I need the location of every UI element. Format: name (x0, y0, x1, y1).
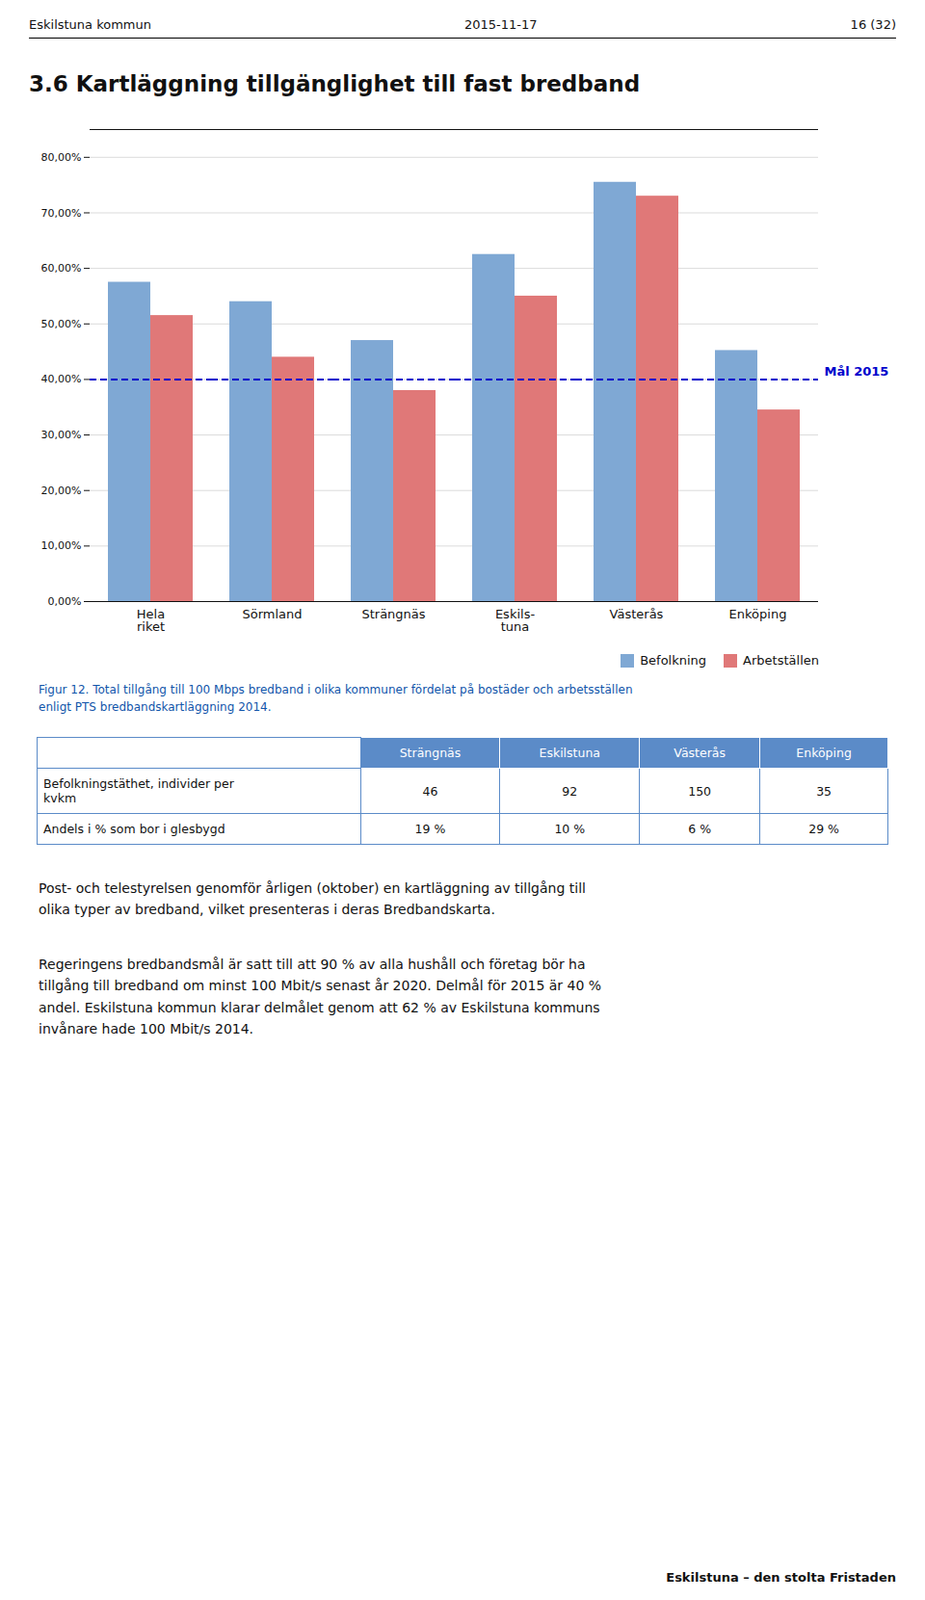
svg-text:0,00%: 0,00% (48, 595, 82, 608)
html-text:16 (32): 16 (32) (850, 17, 897, 32)
svg-text:Eskils-tuna: Eskils-tuna (495, 607, 536, 635)
html-text:6 %: 6 % (688, 821, 712, 837)
svg-text:Mål 2015: Mål 2015 (824, 364, 890, 379)
svg-text:10,00%: 10,00% (41, 539, 82, 553)
html-text:Enköping: Enköping (796, 745, 852, 761)
svg-text:Västerås: Västerås (609, 607, 664, 622)
svg-text:30,00%: 30,00% (41, 428, 82, 442)
svg-text:Sörmland: Sörmland (241, 607, 302, 622)
html-text:2015-11-17: 2015-11-17 (464, 17, 538, 32)
html-text:Eskilstuna: Eskilstuna (539, 745, 601, 761)
svg-text:40,00%: 40,00% (41, 372, 82, 386)
html-text:Västerås: Västerås (673, 745, 726, 761)
html-text:19 %: 19 % (414, 821, 446, 837)
svg-text:Enköping: Enköping (729, 607, 788, 622)
html-text:Strängnäs: Strängnäs (399, 745, 461, 761)
html-text:Regeringens bredbandsmål är sa: Regeringens bredbandsmål är satt till at… (38, 956, 602, 1037)
svg-text:80,00%: 80,00% (41, 151, 82, 164)
svg-text:50,00%: 50,00% (41, 317, 82, 331)
html-text:92: 92 (562, 783, 578, 799)
html-text:35: 35 (816, 783, 832, 799)
html-text:Arbetställen: Arbetställen (742, 653, 820, 668)
html-text:29 %: 29 % (808, 821, 840, 837)
html-text:Post- och telestyrelsen genomf: Post- och telestyrelsen genomför årligen… (38, 880, 586, 918)
html-text:Befolkning: Befolkning (639, 653, 707, 668)
html-text:10 %: 10 % (554, 821, 585, 837)
html-text:46: 46 (422, 783, 438, 799)
html-text:Befolkningstäthet, individer p: Befolkningstäthet, individer per kvkm (43, 776, 235, 806)
html-text:Figur 12. Total tillgång till: Figur 12. Total tillgång till 100 Mbps b… (38, 683, 633, 714)
html-text:Eskilstuna – den stolta Frista: Eskilstuna – den stolta Fristaden (666, 1570, 897, 1586)
html-text:Eskilstuna kommun: Eskilstuna kommun (28, 17, 152, 32)
svg-text:Strängnäs: Strängnäs (361, 607, 425, 622)
svg-text:60,00%: 60,00% (41, 262, 82, 275)
svg-text:Helariket: Helariket (136, 607, 165, 635)
svg-text:20,00%: 20,00% (41, 484, 82, 498)
svg-text:70,00%: 70,00% (41, 206, 82, 219)
html-text:Andels i % som bor i glesbygd: Andels i % som bor i glesbygd (43, 821, 226, 837)
html-text:3.6 Kartläggning tillgänglighe: 3.6 Kartläggning tillgänglighet till fas… (28, 71, 640, 97)
html-text:150: 150 (688, 783, 712, 799)
